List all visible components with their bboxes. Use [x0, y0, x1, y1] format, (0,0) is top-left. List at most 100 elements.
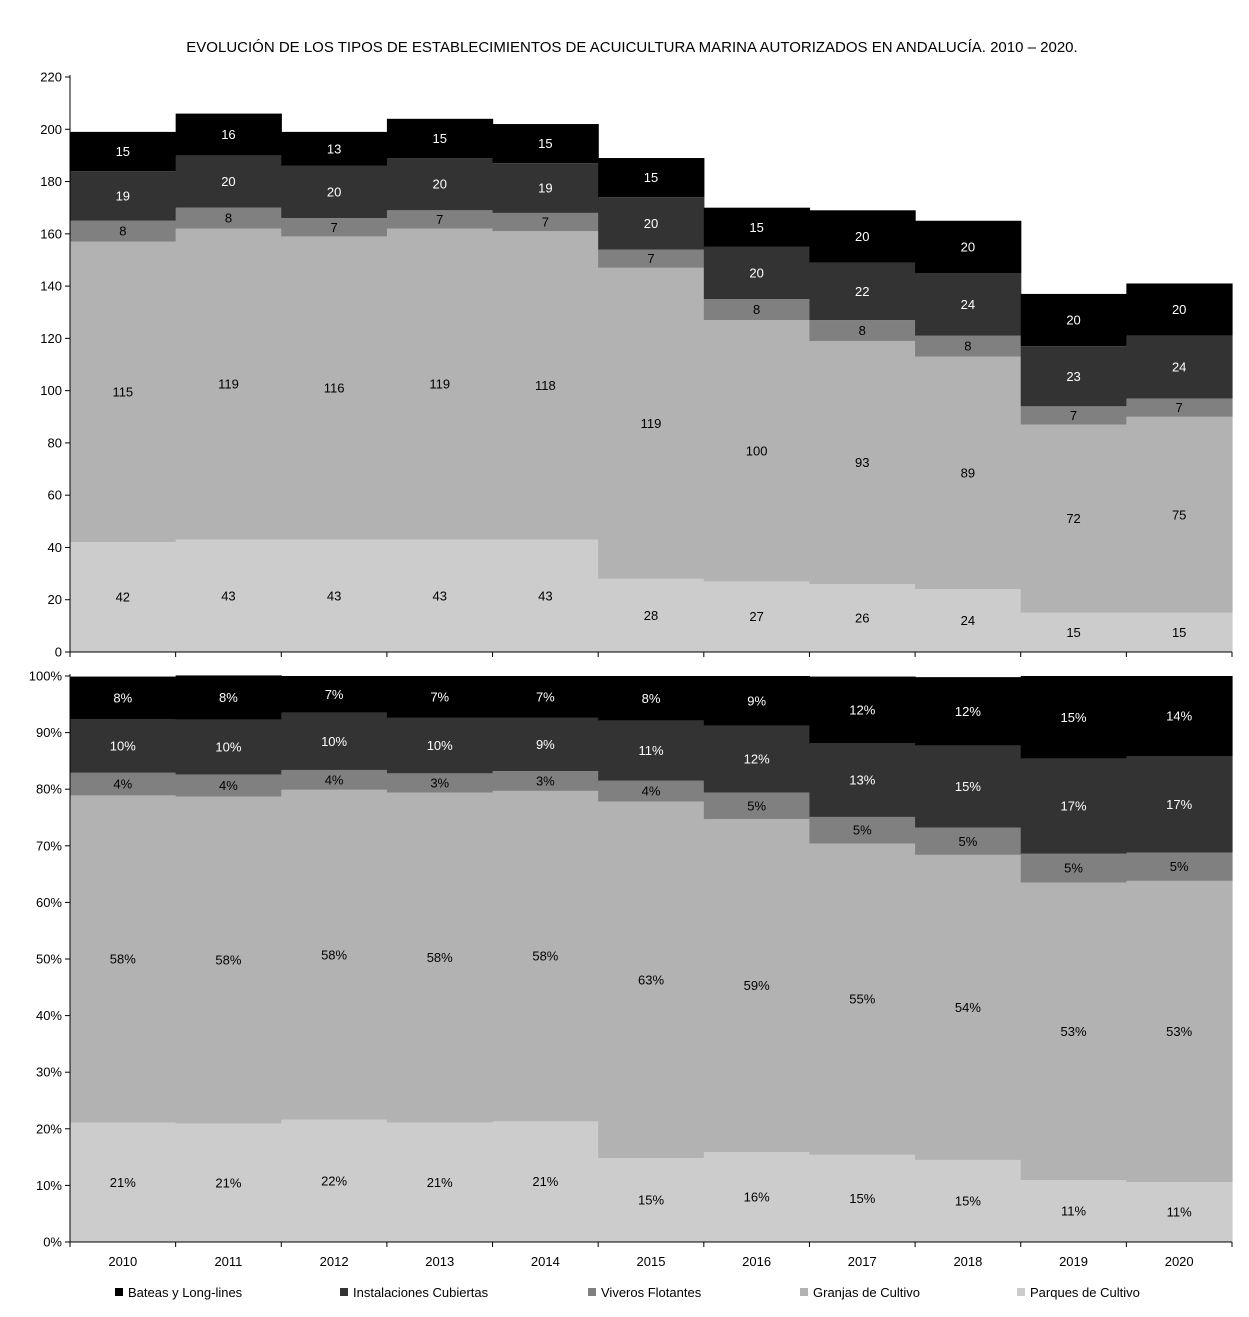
bar-segment	[386, 792, 494, 1123]
bar-segment	[915, 745, 1022, 828]
data-label: 15	[749, 220, 763, 235]
bar-segment	[1020, 612, 1127, 652]
data-label: 43	[221, 588, 235, 603]
y-tick-label: 40	[48, 540, 62, 555]
bar-segment	[175, 774, 282, 797]
data-label: 17%	[1061, 799, 1087, 814]
data-label: 21%	[532, 1174, 558, 1189]
bar-segment	[175, 228, 282, 540]
bar-segment	[175, 675, 282, 720]
bar-segment	[281, 676, 388, 713]
data-label: 20	[961, 239, 975, 254]
data-label: 15	[1172, 625, 1186, 640]
legend-swatch	[1017, 1288, 1025, 1296]
bar-segment	[281, 165, 388, 219]
data-label: 8	[119, 224, 126, 239]
data-label: 7	[330, 220, 337, 235]
bar-segment	[703, 320, 811, 582]
data-label: 20	[432, 177, 446, 192]
bar-segment	[70, 1122, 177, 1242]
bar-segment	[386, 228, 494, 540]
data-label: 22	[855, 284, 869, 299]
bar-segment	[598, 249, 705, 268]
bar-segment	[1126, 283, 1233, 336]
y-tick-label: 100%	[29, 669, 63, 684]
data-label: 116	[324, 381, 345, 396]
data-label: 72	[1066, 511, 1080, 526]
bar-segment	[175, 113, 282, 156]
data-label: 11%	[1167, 1205, 1192, 1220]
bar-segment	[703, 725, 811, 793]
data-label: 93	[855, 455, 869, 470]
data-label: 43	[327, 588, 341, 603]
data-label: 20	[644, 216, 658, 231]
x-tick-label: 2017	[848, 1254, 877, 1269]
data-label: 8	[859, 323, 866, 338]
data-label: 58%	[215, 953, 241, 968]
bar-segment	[1020, 853, 1127, 883]
bar-segment	[703, 676, 811, 726]
bar-segment	[386, 717, 494, 774]
data-label: 8%	[219, 690, 238, 705]
bar-segment	[70, 542, 177, 652]
data-label: 8%	[642, 691, 661, 706]
bar-segment	[1126, 756, 1233, 853]
data-label: 58%	[532, 949, 558, 964]
bar-segment	[70, 719, 177, 773]
y-tick-label: 20	[48, 592, 62, 607]
data-label: 10%	[215, 740, 241, 755]
bar-segment	[915, 589, 1022, 652]
data-label: 26	[855, 611, 869, 626]
data-label: 22%	[321, 1173, 347, 1188]
data-label: 15%	[849, 1191, 875, 1206]
bar-segment	[175, 155, 282, 208]
bar-segment	[598, 158, 705, 198]
bar-segment	[598, 780, 705, 802]
data-label: 118	[535, 378, 556, 393]
data-label: 17%	[1166, 797, 1192, 812]
bar-segment	[386, 1122, 494, 1242]
data-label: 13%	[849, 773, 875, 788]
data-label: 7	[647, 251, 654, 266]
data-label: 8	[753, 302, 760, 317]
bar-segment	[492, 231, 599, 540]
data-label: 58%	[110, 952, 136, 967]
data-label: 24	[961, 297, 975, 312]
data-label: 27	[749, 609, 763, 624]
legend-label: Instalaciones Cubiertas	[353, 1285, 489, 1300]
legend-item: Viveros Flotantes	[588, 1285, 702, 1300]
data-label: 5%	[853, 823, 872, 838]
bar-segment	[915, 677, 1022, 746]
data-label: 119	[641, 416, 662, 431]
bar-segment	[1126, 880, 1233, 1182]
y-tick-label: 160	[40, 226, 62, 241]
data-label: 21%	[110, 1175, 136, 1190]
bar-segment	[703, 581, 811, 652]
bar-segment	[809, 262, 916, 321]
x-tick-label: 2012	[320, 1254, 349, 1269]
y-tick-label: 0	[55, 645, 62, 660]
bar-segment	[809, 843, 916, 1155]
bar-segment	[703, 1152, 811, 1242]
legend-label: Parques de Cultivo	[1030, 1285, 1140, 1300]
bar-segment	[809, 340, 916, 585]
bar-segment	[598, 197, 705, 250]
bar-segment	[70, 676, 177, 720]
bar-segment	[1020, 406, 1127, 425]
bar-segment	[70, 795, 177, 1123]
x-tick-label: 2019	[1059, 1254, 1088, 1269]
bar-segment	[175, 539, 282, 652]
data-label: 16%	[744, 1190, 770, 1205]
y-tick-label: 60	[48, 488, 62, 503]
x-tick-label: 2015	[637, 1254, 666, 1269]
legend-label: Bateas y Long-lines	[128, 1285, 243, 1300]
data-label: 24	[1172, 360, 1186, 375]
data-label: 9%	[536, 737, 555, 752]
data-label: 3%	[536, 773, 555, 788]
bar-segment	[915, 827, 1022, 855]
data-label: 7%	[536, 689, 555, 704]
data-label: 5%	[959, 834, 978, 849]
data-label: 15	[644, 170, 658, 185]
data-label: 115	[112, 384, 133, 399]
data-label: 119	[429, 377, 450, 392]
